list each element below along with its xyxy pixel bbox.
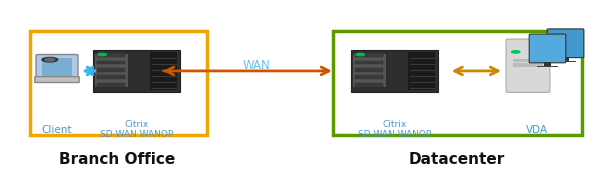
Circle shape — [356, 53, 365, 56]
Bar — [536, 66, 558, 67]
Bar — [352, 50, 438, 92]
Bar — [355, 68, 383, 72]
Bar — [333, 31, 582, 135]
Bar — [151, 52, 178, 90]
Bar — [513, 63, 544, 67]
Text: Branch Office: Branch Office — [59, 152, 175, 167]
FancyBboxPatch shape — [547, 29, 584, 58]
Text: WAN: WAN — [243, 59, 271, 72]
Bar — [94, 50, 180, 92]
Bar — [409, 52, 436, 90]
Bar — [555, 61, 577, 62]
Circle shape — [512, 51, 520, 53]
Bar — [355, 83, 383, 86]
Text: Client: Client — [42, 125, 72, 135]
Circle shape — [98, 53, 107, 56]
Bar — [355, 53, 383, 57]
Bar — [30, 31, 207, 135]
Bar — [562, 57, 569, 61]
Bar — [97, 83, 125, 86]
Text: Citrix
SD-WAN WANOP: Citrix SD-WAN WANOP — [358, 120, 431, 139]
Bar — [544, 62, 551, 67]
FancyBboxPatch shape — [35, 77, 79, 83]
FancyBboxPatch shape — [529, 34, 566, 63]
Bar — [95, 54, 128, 87]
Bar — [353, 54, 386, 87]
Text: VDA: VDA — [526, 125, 548, 135]
Text: Datacenter: Datacenter — [409, 152, 505, 167]
Bar — [97, 75, 125, 79]
Bar — [355, 75, 383, 79]
Circle shape — [42, 57, 58, 62]
FancyBboxPatch shape — [506, 39, 550, 92]
Bar — [97, 68, 125, 72]
Bar — [513, 59, 544, 62]
Bar — [355, 61, 383, 65]
FancyBboxPatch shape — [36, 54, 78, 79]
Bar — [97, 53, 125, 57]
Bar — [42, 58, 72, 76]
Text: Citrix
SD-WAN WANOP: Citrix SD-WAN WANOP — [100, 120, 173, 139]
Bar — [97, 61, 125, 65]
Circle shape — [45, 58, 55, 61]
